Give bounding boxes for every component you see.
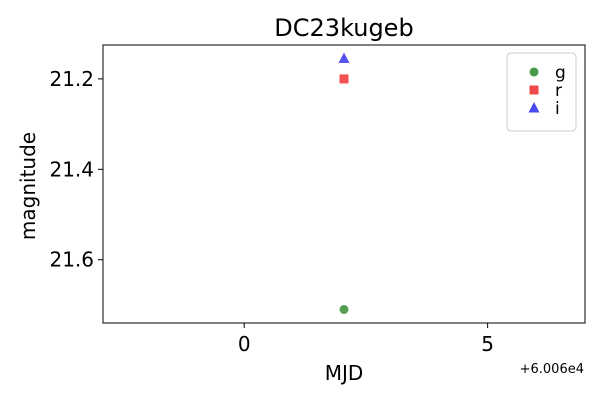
x-tick-label: 5 [481, 332, 494, 356]
legend-label-i: i [555, 99, 560, 119]
legend-marker-g [529, 67, 539, 77]
legend: gri [506, 52, 577, 132]
chart-title: DC23kugeb [274, 14, 413, 42]
y-tick-label: 21.4 [49, 157, 94, 181]
legend-marker-r [529, 85, 539, 95]
x-tick-label: 0 [238, 332, 251, 356]
legend-marker-i [528, 102, 540, 113]
y-tick-label: 21.6 [49, 248, 94, 272]
y-axis-label: magnitude [16, 132, 40, 240]
legend-label-r: r [555, 81, 562, 101]
x-axis-offset-label: +6.006e4 [520, 362, 584, 377]
data-point-r [339, 74, 349, 84]
plot-frame [102, 44, 586, 324]
data-point-i [338, 52, 350, 64]
x-axis-label: MJD [325, 361, 364, 385]
y-tick-label: 21.2 [49, 67, 94, 91]
axis-ticks: 0 5 21.2 21.4 21.6 [49, 67, 494, 356]
data-points [338, 52, 350, 314]
legend-box [506, 52, 577, 132]
data-point-g [339, 304, 349, 314]
legend-label-g: g [555, 63, 566, 83]
